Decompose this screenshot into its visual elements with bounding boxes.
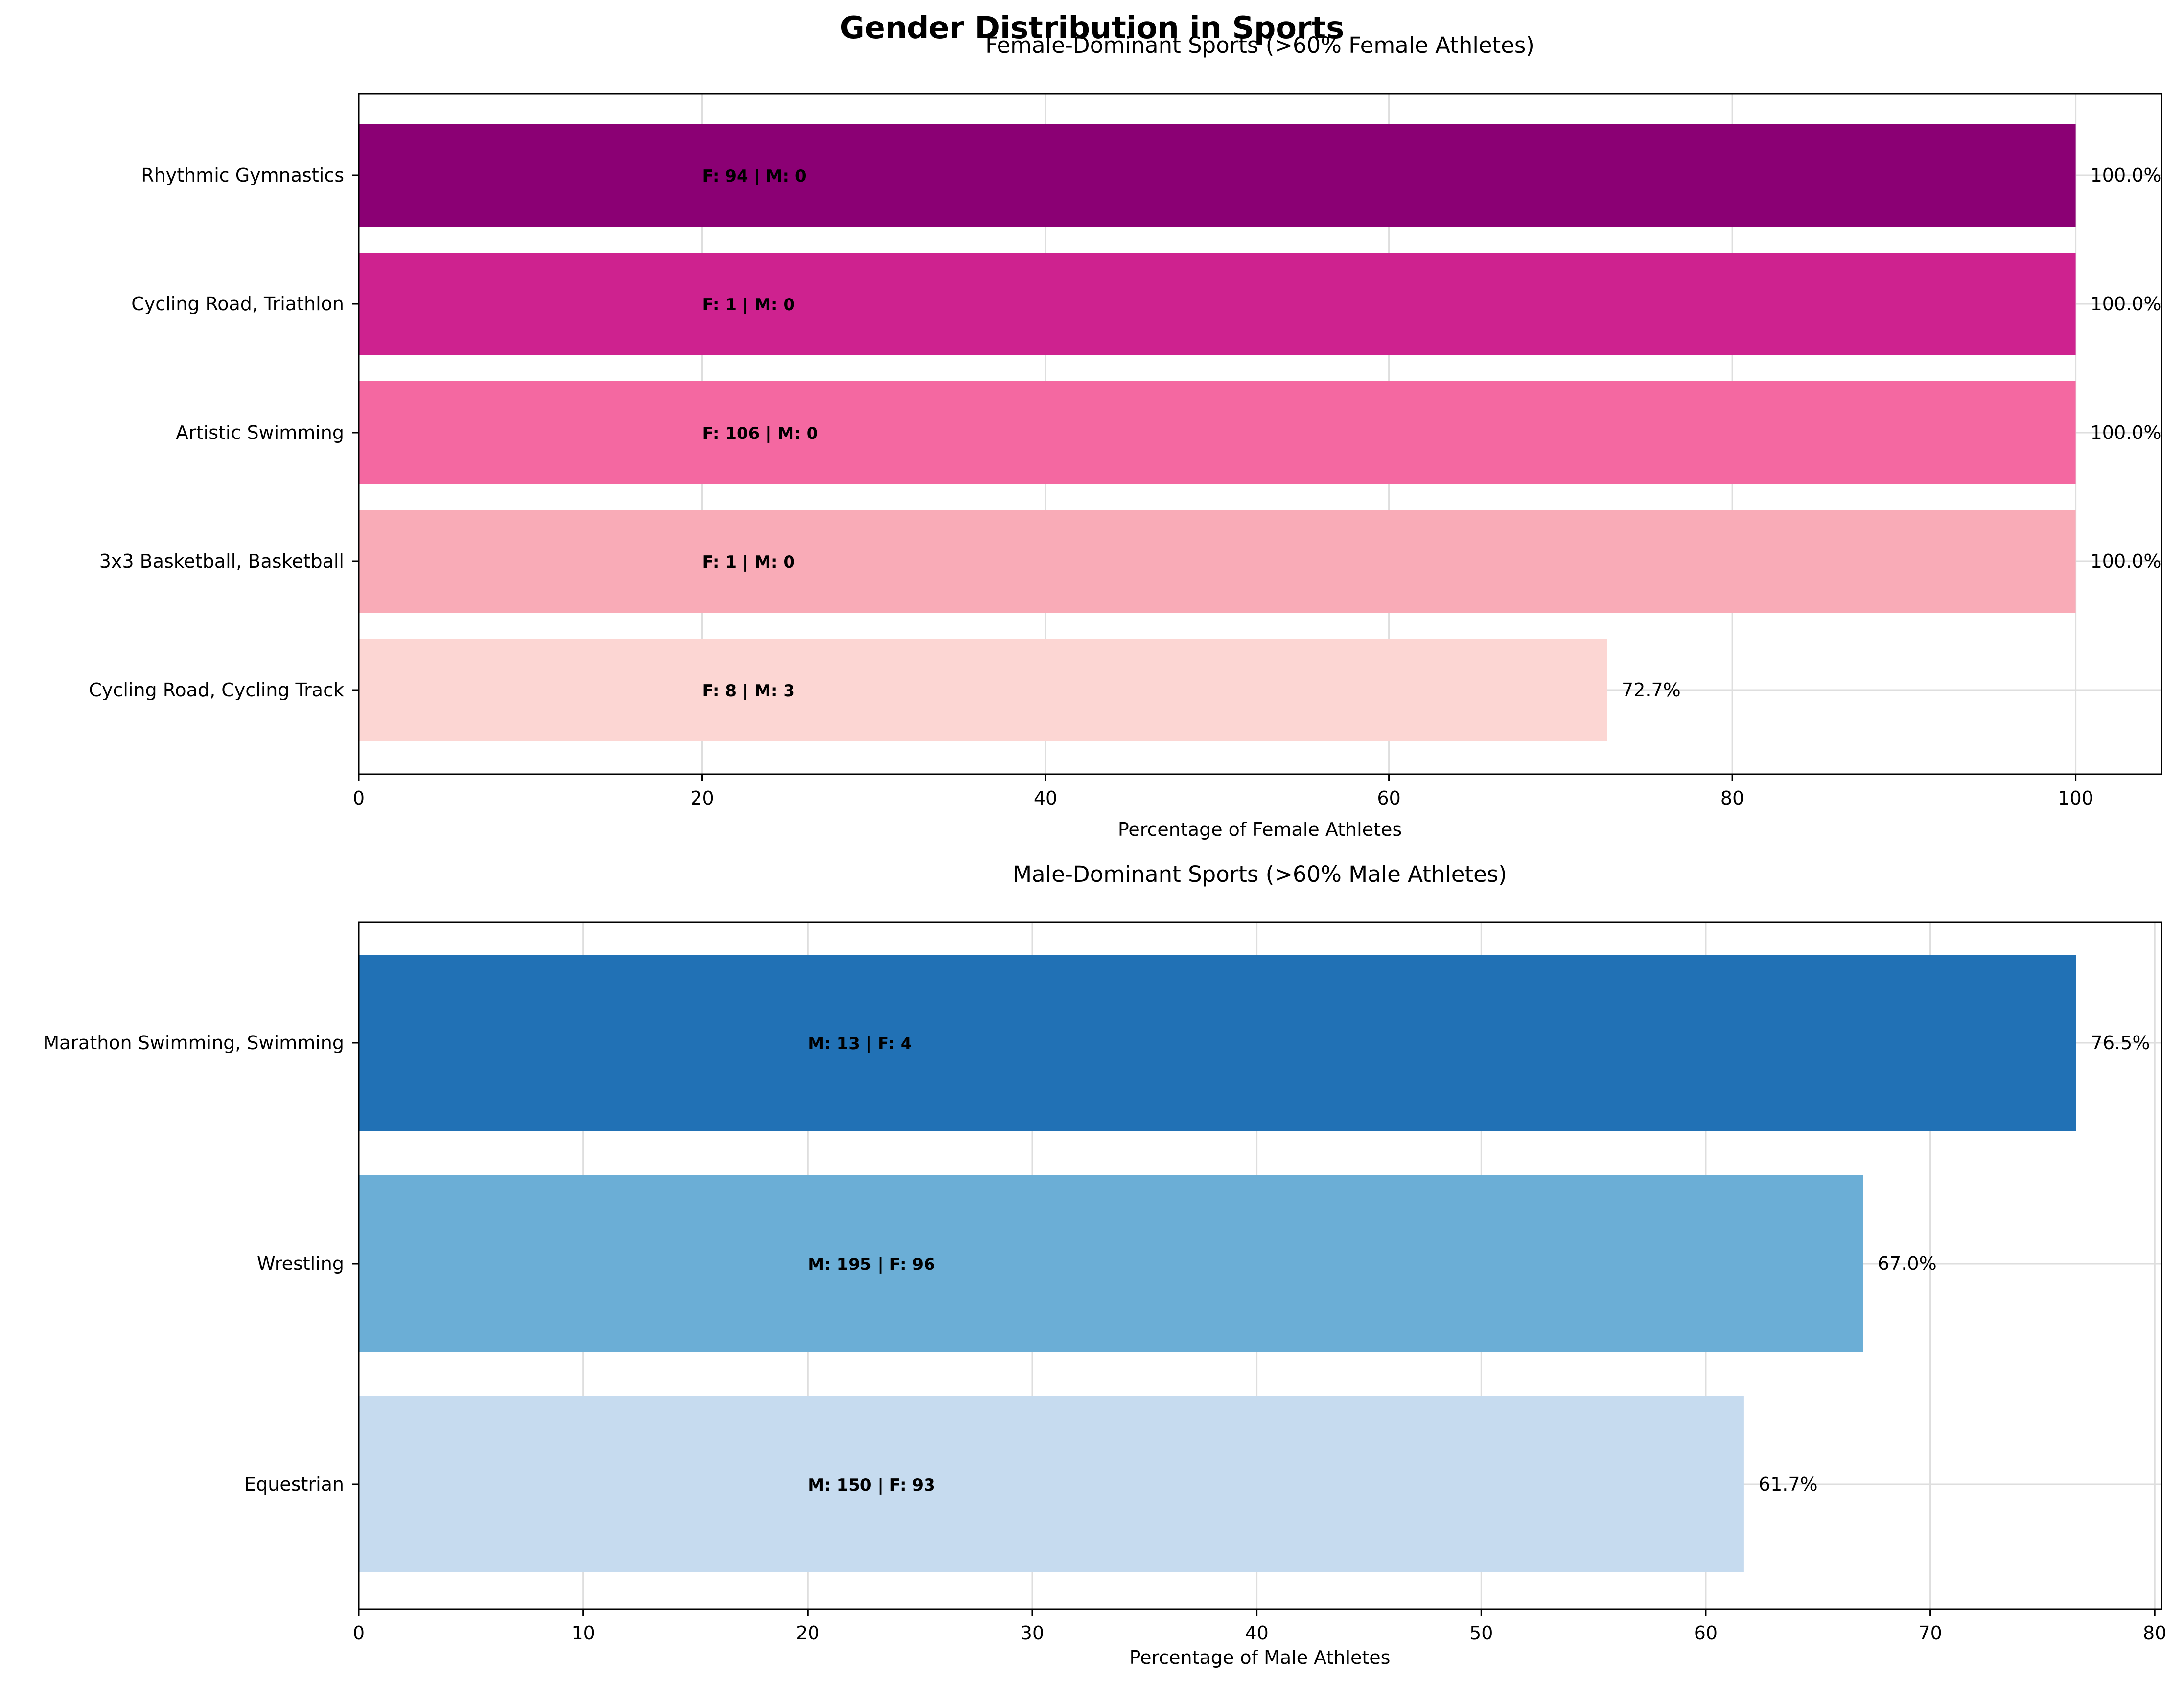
male-bar: [359, 1175, 1863, 1352]
female-count-label: F: 1 | M: 0: [702, 553, 795, 572]
female-value-label: 100.0%: [2091, 293, 2161, 315]
male-x-tick-label: 30: [1021, 1622, 1044, 1644]
male-count-label: M: 150 | F: 93: [808, 1475, 935, 1495]
female-x-tick-label: 20: [690, 787, 714, 809]
male-chart-title: Male-Dominant Sports (>60% Male Athletes…: [1013, 861, 1507, 887]
female-x-axis-label: Percentage of Female Athletes: [1118, 819, 1402, 840]
female-bar: [359, 253, 2076, 355]
female-bar: [359, 124, 2076, 227]
male-x-axis-label: Percentage of Male Athletes: [1130, 1647, 1391, 1668]
female-category-label: Artistic Swimming: [176, 422, 344, 443]
female-value-label: 100.0%: [2091, 164, 2161, 186]
female-value-label: 100.0%: [2091, 551, 2161, 572]
female-bar-labels: 100.0% F: 94 | M: 0 100.0% F: 1 | M: 0 100.0…: [702, 164, 2161, 701]
female-x-tick-label: 80: [1720, 787, 1744, 809]
female-chart-title: Female-Dominant Sports (>60% Female Athl…: [985, 32, 1534, 58]
male-x-tick-label: 40: [1245, 1622, 1268, 1644]
male-count-label: M: 195 | F: 96: [808, 1255, 935, 1274]
male-dominant-chart: 0 10 20 30 40 50 60 70 80 Marathon Swimming, Swi…: [43, 861, 2166, 1668]
male-x-tick-label: 80: [2143, 1622, 2166, 1644]
male-bar: [359, 955, 2076, 1131]
male-value-label: 67.0%: [1878, 1253, 1937, 1274]
female-bars: [359, 124, 2076, 741]
female-x-tick-label: 60: [1377, 787, 1400, 809]
male-x-tick-label: 50: [1469, 1622, 1493, 1644]
male-x-tick-label: 60: [1694, 1622, 1718, 1644]
male-value-label: 61.7%: [1759, 1474, 1818, 1495]
female-bar: [359, 639, 1607, 741]
female-category-label: Rhythmic Gymnastics: [141, 164, 344, 186]
female-dominant-chart: 0 20 40 60 80 100 Rhythmic Gymnastics Cycling …: [89, 32, 2162, 840]
male-bar: [359, 1396, 1744, 1572]
male-category-label: Marathon Swimming, Swimming: [43, 1032, 344, 1054]
male-plot-frame: [358, 921, 2162, 1610]
female-x-tick-label: 40: [1034, 787, 1057, 809]
female-count-label: F: 1 | M: 0: [702, 295, 795, 315]
male-x-tick-label: 10: [571, 1622, 595, 1644]
male-count-label: M: 13 | F: 4: [808, 1034, 912, 1054]
male-x-tick-label: 20: [796, 1622, 819, 1644]
male-category-label: Wrestling: [257, 1253, 344, 1274]
female-count-label: F: 94 | M: 0: [702, 166, 807, 186]
male-x-tick-label: 70: [1918, 1622, 1942, 1644]
figure-title: Gender Distribution in Sports: [840, 10, 1344, 46]
female-value-label: 100.0%: [2091, 422, 2161, 443]
female-category-label: Cycling Road, Cycling Track: [89, 679, 344, 701]
female-bar: [359, 381, 2076, 484]
female-plot-frame: [358, 93, 2162, 775]
female-bar: [359, 510, 2076, 613]
female-value-label: 72.7%: [1622, 679, 1681, 701]
female-count-label: F: 8 | M: 3: [702, 681, 795, 701]
female-x-ticks: 0 20 40 60 80 100: [353, 774, 2093, 809]
male-category-label: Equestrian: [244, 1474, 344, 1495]
male-bars: [359, 955, 2076, 1572]
male-x-ticks: 0 10 20 30 40 50 60 70 80: [353, 1609, 2166, 1644]
female-x-tick-label: 100: [2058, 787, 2093, 809]
male-bar-labels: 76.5% M: 13 | F: 4 67.0% M: 195 | F: 96 61.7…: [808, 1032, 2150, 1495]
female-category-label: Cycling Road, Triathlon: [131, 293, 344, 315]
female-y-ticks: Rhythmic Gymnastics Cycling Road, Triathl…: [89, 164, 359, 701]
male-y-ticks: Marathon Swimming, Swimming Wrestling Eque…: [43, 1032, 359, 1495]
female-x-tick-label: 0: [353, 787, 365, 809]
female-count-label: F: 106 | M: 0: [702, 424, 818, 443]
male-x-tick-label: 0: [353, 1622, 365, 1644]
male-value-label: 76.5%: [2091, 1032, 2150, 1054]
female-category-label: 3x3 Basketball, Basketball: [99, 551, 344, 572]
